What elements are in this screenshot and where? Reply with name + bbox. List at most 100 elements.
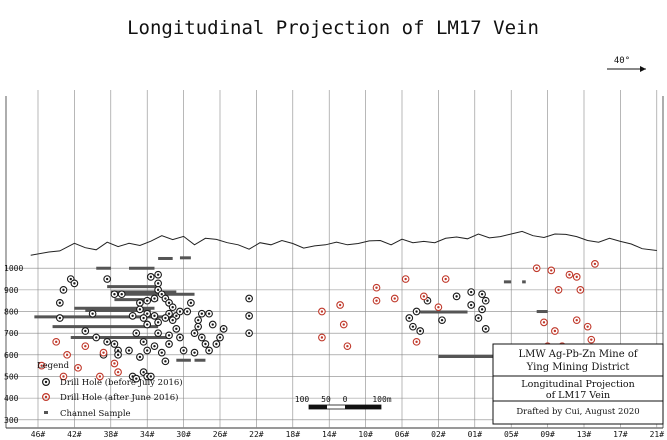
drill-hole-before-dot-6 bbox=[105, 277, 109, 281]
drill-hole-after-36 bbox=[587, 335, 596, 344]
title-block: LMW Ag-Pb-Zn Mine of Ying Mining Distric… bbox=[492, 343, 664, 425]
drill-hole-after-dot-31 bbox=[579, 288, 582, 292]
drafted-by: Drafted by Cui, August 2020 bbox=[516, 407, 639, 417]
drill-hole-before-64 bbox=[197, 309, 206, 318]
drill-hole-before-58 bbox=[190, 329, 199, 338]
legend: Legend Drill Hole (before July 2016) Dri… bbox=[37, 361, 183, 419]
drill-hole-after-27 bbox=[551, 327, 559, 335]
drill-hole-before-dot-71 bbox=[218, 336, 222, 339]
drill-hole-before-22 bbox=[128, 312, 137, 320]
drill-hole-before-65 bbox=[205, 309, 213, 318]
scale-label-0: 0 bbox=[343, 395, 348, 404]
legend-before-marker bbox=[41, 378, 50, 387]
drill-hole-before-dot-12 bbox=[156, 288, 160, 292]
legend-title: Legend bbox=[37, 361, 70, 371]
drill-hole-before-dot-88 bbox=[484, 327, 487, 331]
drill-hole-after-dot-14 bbox=[346, 344, 349, 348]
drill-hole-after-2 bbox=[59, 372, 68, 381]
drill-hole-before-89 bbox=[146, 372, 155, 381]
drill-hole-before-dot-14 bbox=[164, 297, 167, 300]
drill-hole-after-8 bbox=[110, 359, 119, 368]
drill-hole-before-dot-69 bbox=[207, 349, 211, 352]
drill-hole-after-13 bbox=[339, 320, 348, 329]
drill-hole-after-23 bbox=[532, 264, 541, 273]
drill-hole-before-dot-44 bbox=[135, 377, 138, 380]
drill-hole-before-55 bbox=[176, 333, 184, 342]
drill-hole-before-dot-11 bbox=[156, 282, 160, 285]
drill-hole-before-dot-32 bbox=[156, 331, 160, 335]
drill-hole-after-dot-8 bbox=[113, 362, 116, 365]
drill-hole-before-30 bbox=[143, 320, 152, 329]
drill-hole-after-dot-5 bbox=[84, 344, 87, 348]
drill-hole-after-dot-24 bbox=[550, 269, 553, 272]
drill-hole-before-dot-66 bbox=[211, 323, 214, 326]
drill-hole-after-34 bbox=[572, 316, 581, 325]
drill-hole-before-dot-8 bbox=[113, 293, 116, 296]
topography-line bbox=[30, 230, 657, 256]
x-tick-26: 26# bbox=[213, 430, 228, 439]
drill-hole-before-84 bbox=[481, 296, 490, 305]
drill-hole-before-17 bbox=[136, 299, 144, 307]
drill-hole-before-dot-20 bbox=[138, 308, 142, 311]
drill-hole-before-33 bbox=[165, 331, 173, 340]
drill-hole-after-dot-4 bbox=[76, 366, 80, 370]
drill-hole-before-75 bbox=[405, 314, 414, 322]
drill-hole-before-dot-25 bbox=[167, 312, 171, 315]
y-tick-1000: 1000 bbox=[4, 264, 23, 273]
drill-hole-before-dot-22 bbox=[131, 314, 134, 318]
drill-hole-after-dot-27 bbox=[553, 329, 557, 333]
drill-hole-before-73 bbox=[245, 312, 253, 320]
drill-hole-after-dot-2 bbox=[62, 375, 65, 378]
drill-hole-after-dot-7 bbox=[98, 375, 102, 378]
drill-hole-before-44 bbox=[132, 374, 141, 383]
drill-hole-before-dot-29 bbox=[156, 321, 160, 324]
title-block-frame bbox=[492, 343, 664, 425]
drill-hole-before-dot-30 bbox=[146, 323, 149, 326]
drill-hole-after-dot-29 bbox=[575, 275, 578, 279]
drill-hole-before-37 bbox=[125, 346, 133, 355]
drill-hole-before-88 bbox=[481, 324, 490, 333]
y-tick-300: 300 bbox=[4, 416, 19, 425]
drill-hole-after-31 bbox=[576, 286, 585, 294]
drill-hole-before-35 bbox=[150, 342, 159, 351]
drill-hole-before-4 bbox=[59, 286, 68, 294]
north-arrow-label: 40° bbox=[614, 56, 630, 66]
drill-hole-before-54 bbox=[172, 324, 181, 333]
project-line-2: of LM17 Vein bbox=[546, 390, 610, 401]
drill-hole-before-dot-27 bbox=[164, 316, 167, 320]
drill-hole-before-32 bbox=[154, 329, 162, 338]
drill-hole-before-38 bbox=[143, 346, 152, 355]
drill-hole-before-57 bbox=[183, 307, 192, 316]
drill-hole-after-dot-16 bbox=[375, 299, 378, 302]
drill-hole-before-dot-9 bbox=[156, 273, 160, 276]
drill-hole-after-22 bbox=[434, 303, 443, 312]
drill-hole-before-dot-57 bbox=[186, 310, 189, 313]
drill-hole-before-3 bbox=[55, 299, 64, 307]
drill-hole-before-dot-76 bbox=[411, 325, 415, 328]
drill-hole-before-dot-31 bbox=[135, 331, 138, 335]
drill-hole-before-77 bbox=[416, 327, 425, 335]
drill-holes-before bbox=[55, 270, 490, 383]
drill-hole-before-86 bbox=[478, 305, 486, 314]
y-tick-900: 900 bbox=[4, 286, 19, 295]
drill-hole-after-0 bbox=[37, 361, 46, 370]
chart-title: Longitudinal Projection of LM17 Vein bbox=[127, 17, 539, 39]
drill-hole-after-dot-23 bbox=[535, 267, 538, 270]
drill-hole-after-21 bbox=[441, 275, 450, 283]
drill-hole-before-87 bbox=[474, 314, 483, 322]
drill-hole-after-11 bbox=[318, 333, 326, 342]
legend-before-label: Drill Hole (before July 2016) bbox=[60, 377, 183, 388]
drill-hole-before-dot-49 bbox=[113, 342, 116, 346]
x-tick-38: 38# bbox=[104, 430, 119, 439]
drill-hole-after-12 bbox=[336, 301, 344, 309]
drill-hole-after-dot-1 bbox=[55, 340, 58, 344]
drill-hole-before-dot-80 bbox=[440, 318, 444, 322]
y-tick-400: 400 bbox=[4, 394, 19, 403]
drill-hole-before-dot-7 bbox=[120, 293, 123, 296]
drill-hole-before-dot-62 bbox=[193, 351, 196, 354]
drill-hole-before-dot-79 bbox=[426, 299, 429, 302]
drill-hole-before-dot-13 bbox=[160, 293, 163, 296]
drill-hole-before-dot-21 bbox=[146, 312, 149, 315]
drill-hole-before-dot-89 bbox=[149, 375, 153, 378]
